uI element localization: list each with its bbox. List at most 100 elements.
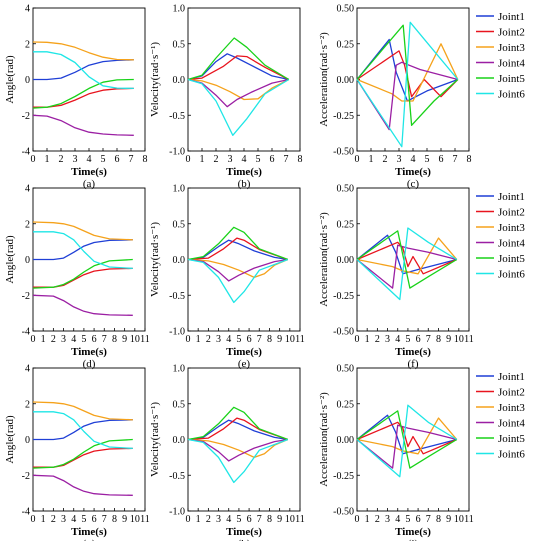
y-tick-label: 2 xyxy=(25,399,30,410)
x-tick-label: 4 xyxy=(242,154,247,165)
series-line-joint3 xyxy=(187,78,290,101)
x-tick-label: 10 xyxy=(454,514,464,525)
x-tick-label: 7 xyxy=(426,514,431,525)
series-line-joint4 xyxy=(356,424,457,469)
x-tick-label: 11 xyxy=(464,514,474,525)
x-tick-label: 4 xyxy=(71,334,76,345)
series-line-joint3 xyxy=(32,41,134,61)
y-tick-label: -0.50 xyxy=(333,147,354,158)
x-tick-label: 3 xyxy=(216,514,221,525)
legend-label-joint6: Joint6 xyxy=(498,269,525,281)
x-tick-label: 3 xyxy=(216,334,221,345)
y-axis-label: Velocity(rad·s⁻¹) xyxy=(149,222,161,297)
x-tick-label: 8 xyxy=(436,514,441,525)
x-tick-label: 0 xyxy=(355,334,360,345)
y-tick-label: 0.5 xyxy=(173,39,186,50)
x-tick-label: 5 xyxy=(81,334,86,345)
y-axis-label: Acceleration(rad·s⁻²) xyxy=(318,32,330,127)
y-tick-label: 0.00 xyxy=(337,255,355,266)
x-tick-label: 6 xyxy=(115,154,120,165)
x-tick-label: 10 xyxy=(130,514,140,525)
subplot-caption: (b) xyxy=(238,178,251,190)
legend-label-joint1: Joint1 xyxy=(498,371,525,383)
x-tick-label: 6 xyxy=(92,514,97,525)
series-line-joint1 xyxy=(33,59,134,81)
legend-label-joint3: Joint3 xyxy=(498,42,525,54)
legend-label-joint3: Joint3 xyxy=(498,222,525,234)
series-line-joint1 xyxy=(356,234,457,275)
x-tick-label: 5 xyxy=(236,514,241,525)
y-axis-label: Acceleration(rad·s⁻²) xyxy=(318,392,330,487)
y-tick-label: 4 xyxy=(25,184,30,195)
legend-label-joint1: Joint1 xyxy=(498,191,525,203)
series-line-joint5 xyxy=(187,406,289,441)
subplot-caption: (h) xyxy=(238,538,251,541)
x-tick-label: 1 xyxy=(369,154,374,165)
x-tick-label: 11 xyxy=(295,334,305,345)
series-line-joint1 xyxy=(356,414,457,455)
x-tick-label: 1 xyxy=(365,334,370,345)
series-line-joint4 xyxy=(187,78,289,108)
x-tick-label: 8 xyxy=(267,334,272,345)
series-line-joint5 xyxy=(356,230,458,289)
x-tick-label: 7 xyxy=(129,154,134,165)
x-tick-label: 7 xyxy=(102,514,107,525)
series-line-joint6 xyxy=(33,231,133,270)
y-tick-label: -2 xyxy=(22,471,30,482)
series-line-joint2 xyxy=(33,267,133,288)
subplot-caption: (d) xyxy=(83,358,96,370)
legend-label-joint6: Joint6 xyxy=(498,449,525,461)
legend-label-joint4: Joint4 xyxy=(498,58,525,70)
x-tick-label: 8 xyxy=(112,334,117,345)
x-tick-label: 1 xyxy=(41,514,46,525)
subplot-caption: (f) xyxy=(408,358,419,370)
legend-row-1: Joint1 Joint2 Joint3 Joint4 Joint5 Joint6 xyxy=(476,11,525,101)
x-tick-label: 0 xyxy=(186,154,191,165)
legend-row-2: Joint1 Joint2 Joint3 Joint4 Joint5 Joint6 xyxy=(476,191,525,281)
y-tick-label: 0.25 xyxy=(337,219,355,230)
x-tick-label: 0 xyxy=(31,334,36,345)
series-line-joint6 xyxy=(356,21,459,148)
x-tick-label: 6 xyxy=(247,514,252,525)
x-tick-label: 7 xyxy=(426,334,431,345)
x-tick-label: 1 xyxy=(196,334,201,345)
y-tick-label: -2 xyxy=(22,291,30,302)
x-tick-label: 2 xyxy=(51,334,56,345)
x-tick-label: 4 xyxy=(71,514,76,525)
y-tick-label: 0.5 xyxy=(173,399,186,410)
y-tick-label: -1.0 xyxy=(169,327,185,338)
y-tick-label: -0.5 xyxy=(169,291,185,302)
x-tick-label: 3 xyxy=(385,334,390,345)
x-tick-label: 5 xyxy=(405,334,410,345)
x-tick-label: 2 xyxy=(375,334,380,345)
series-line-joint2 xyxy=(187,417,289,441)
plot-frame xyxy=(356,367,470,512)
x-tick-label: 8 xyxy=(436,334,441,345)
series-line-joint2 xyxy=(356,421,458,455)
x-tick-label: 8 xyxy=(298,154,303,165)
series-line-joint5 xyxy=(32,258,133,289)
series-line-joint6 xyxy=(187,258,289,304)
x-tick-label: 2 xyxy=(59,154,64,165)
x-axis-label: Time(s) xyxy=(71,346,107,358)
plot-frame xyxy=(356,7,470,152)
series-line-joint3 xyxy=(187,258,289,279)
series-line-joint6 xyxy=(187,78,290,136)
series-line-joint5 xyxy=(187,226,289,261)
x-tick-label: 2 xyxy=(383,154,388,165)
x-tick-label: 3 xyxy=(61,514,66,525)
y-axis-label: Angle(rad) xyxy=(4,415,16,464)
y-tick-label: 0.0 xyxy=(173,435,186,446)
y-tick-label: -4 xyxy=(22,147,30,158)
series-line-joint2 xyxy=(33,447,133,468)
x-tick-label: 5 xyxy=(101,154,106,165)
legend-label-joint2: Joint2 xyxy=(498,387,525,399)
series-line-joint6 xyxy=(356,404,458,478)
x-tick-label: 5 xyxy=(81,514,86,525)
x-tick-label: 0 xyxy=(31,154,36,165)
subplot-g: 01234567891011-4-2024Time(s)Angle(rad)(g… xyxy=(4,364,150,541)
series-line-joint5 xyxy=(356,24,459,126)
subplot-h: 0 1 2 3 4 5 6 7 8 9 10 11 -1.0 -0.5 0.0 0.5 1.0 Time(s) Ve… xyxy=(149,364,305,541)
series-line-joint3 xyxy=(187,438,289,459)
